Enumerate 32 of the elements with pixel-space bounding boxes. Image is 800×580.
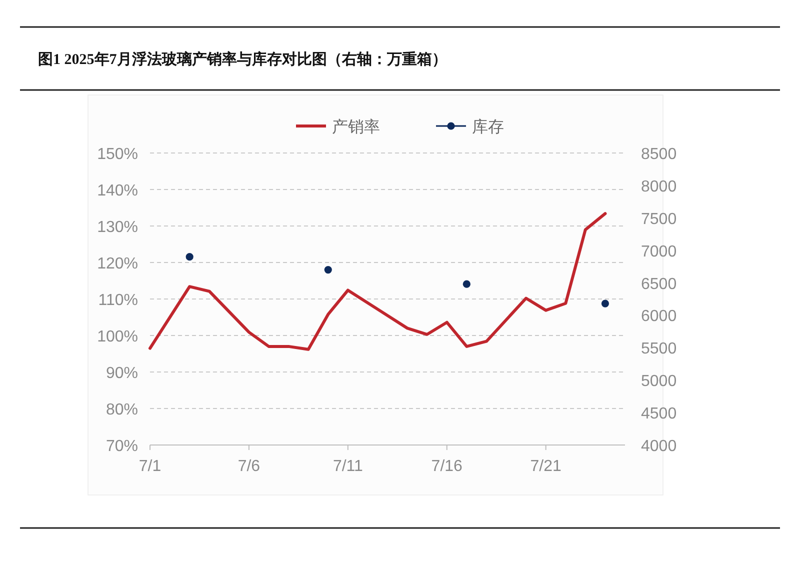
point (462, 280, 470, 288)
point (601, 300, 610, 308)
y-tick-label: 80% (106, 402, 138, 418)
y-tick-label: 130% (97, 219, 138, 236)
y-tick-label: 100% (97, 328, 138, 346)
y-tick-label: 120% (97, 256, 138, 272)
y-tick-label: 110% (98, 292, 138, 309)
y2-tick-label: 5500 (641, 340, 677, 358)
y-tick-label: 140% (97, 182, 138, 200)
point (324, 266, 332, 274)
y2-tick-label: 8000 (641, 178, 677, 196)
y2-tick-label: 5000 (641, 373, 677, 390)
chart-title: 图1 2025年7月浮法玻璃产销率与库存对比图（右轴：万重箱） (38, 50, 447, 68)
x-tick-label: 7/1 (138, 458, 162, 475)
y2-tick-label: 4000 (641, 438, 677, 455)
y2-tick-label: 8500 (641, 146, 677, 163)
y2-tick-label: 6000 (641, 308, 677, 326)
legend-label: 产销率 (332, 118, 380, 136)
y-tick-label: 70% (106, 438, 138, 455)
line-series (148, 212, 607, 351)
point (186, 253, 194, 261)
y-tick-label: 90% (106, 365, 138, 382)
y-tick-label: 150% (97, 146, 138, 163)
y2-tick-label: 7500 (641, 210, 677, 228)
x-tick-label: 7/6 (238, 458, 260, 475)
x-tick-label: 7/16 (431, 458, 463, 475)
legend-label: 库存 (472, 118, 504, 136)
y2-tick-label: 7000 (641, 243, 677, 260)
x-tick-label: 7/11 (332, 458, 363, 475)
y2-tick-label: 4500 (641, 406, 677, 423)
y2-tick-label: 6500 (641, 276, 677, 293)
x-tick-label: 7/21 (530, 458, 562, 475)
